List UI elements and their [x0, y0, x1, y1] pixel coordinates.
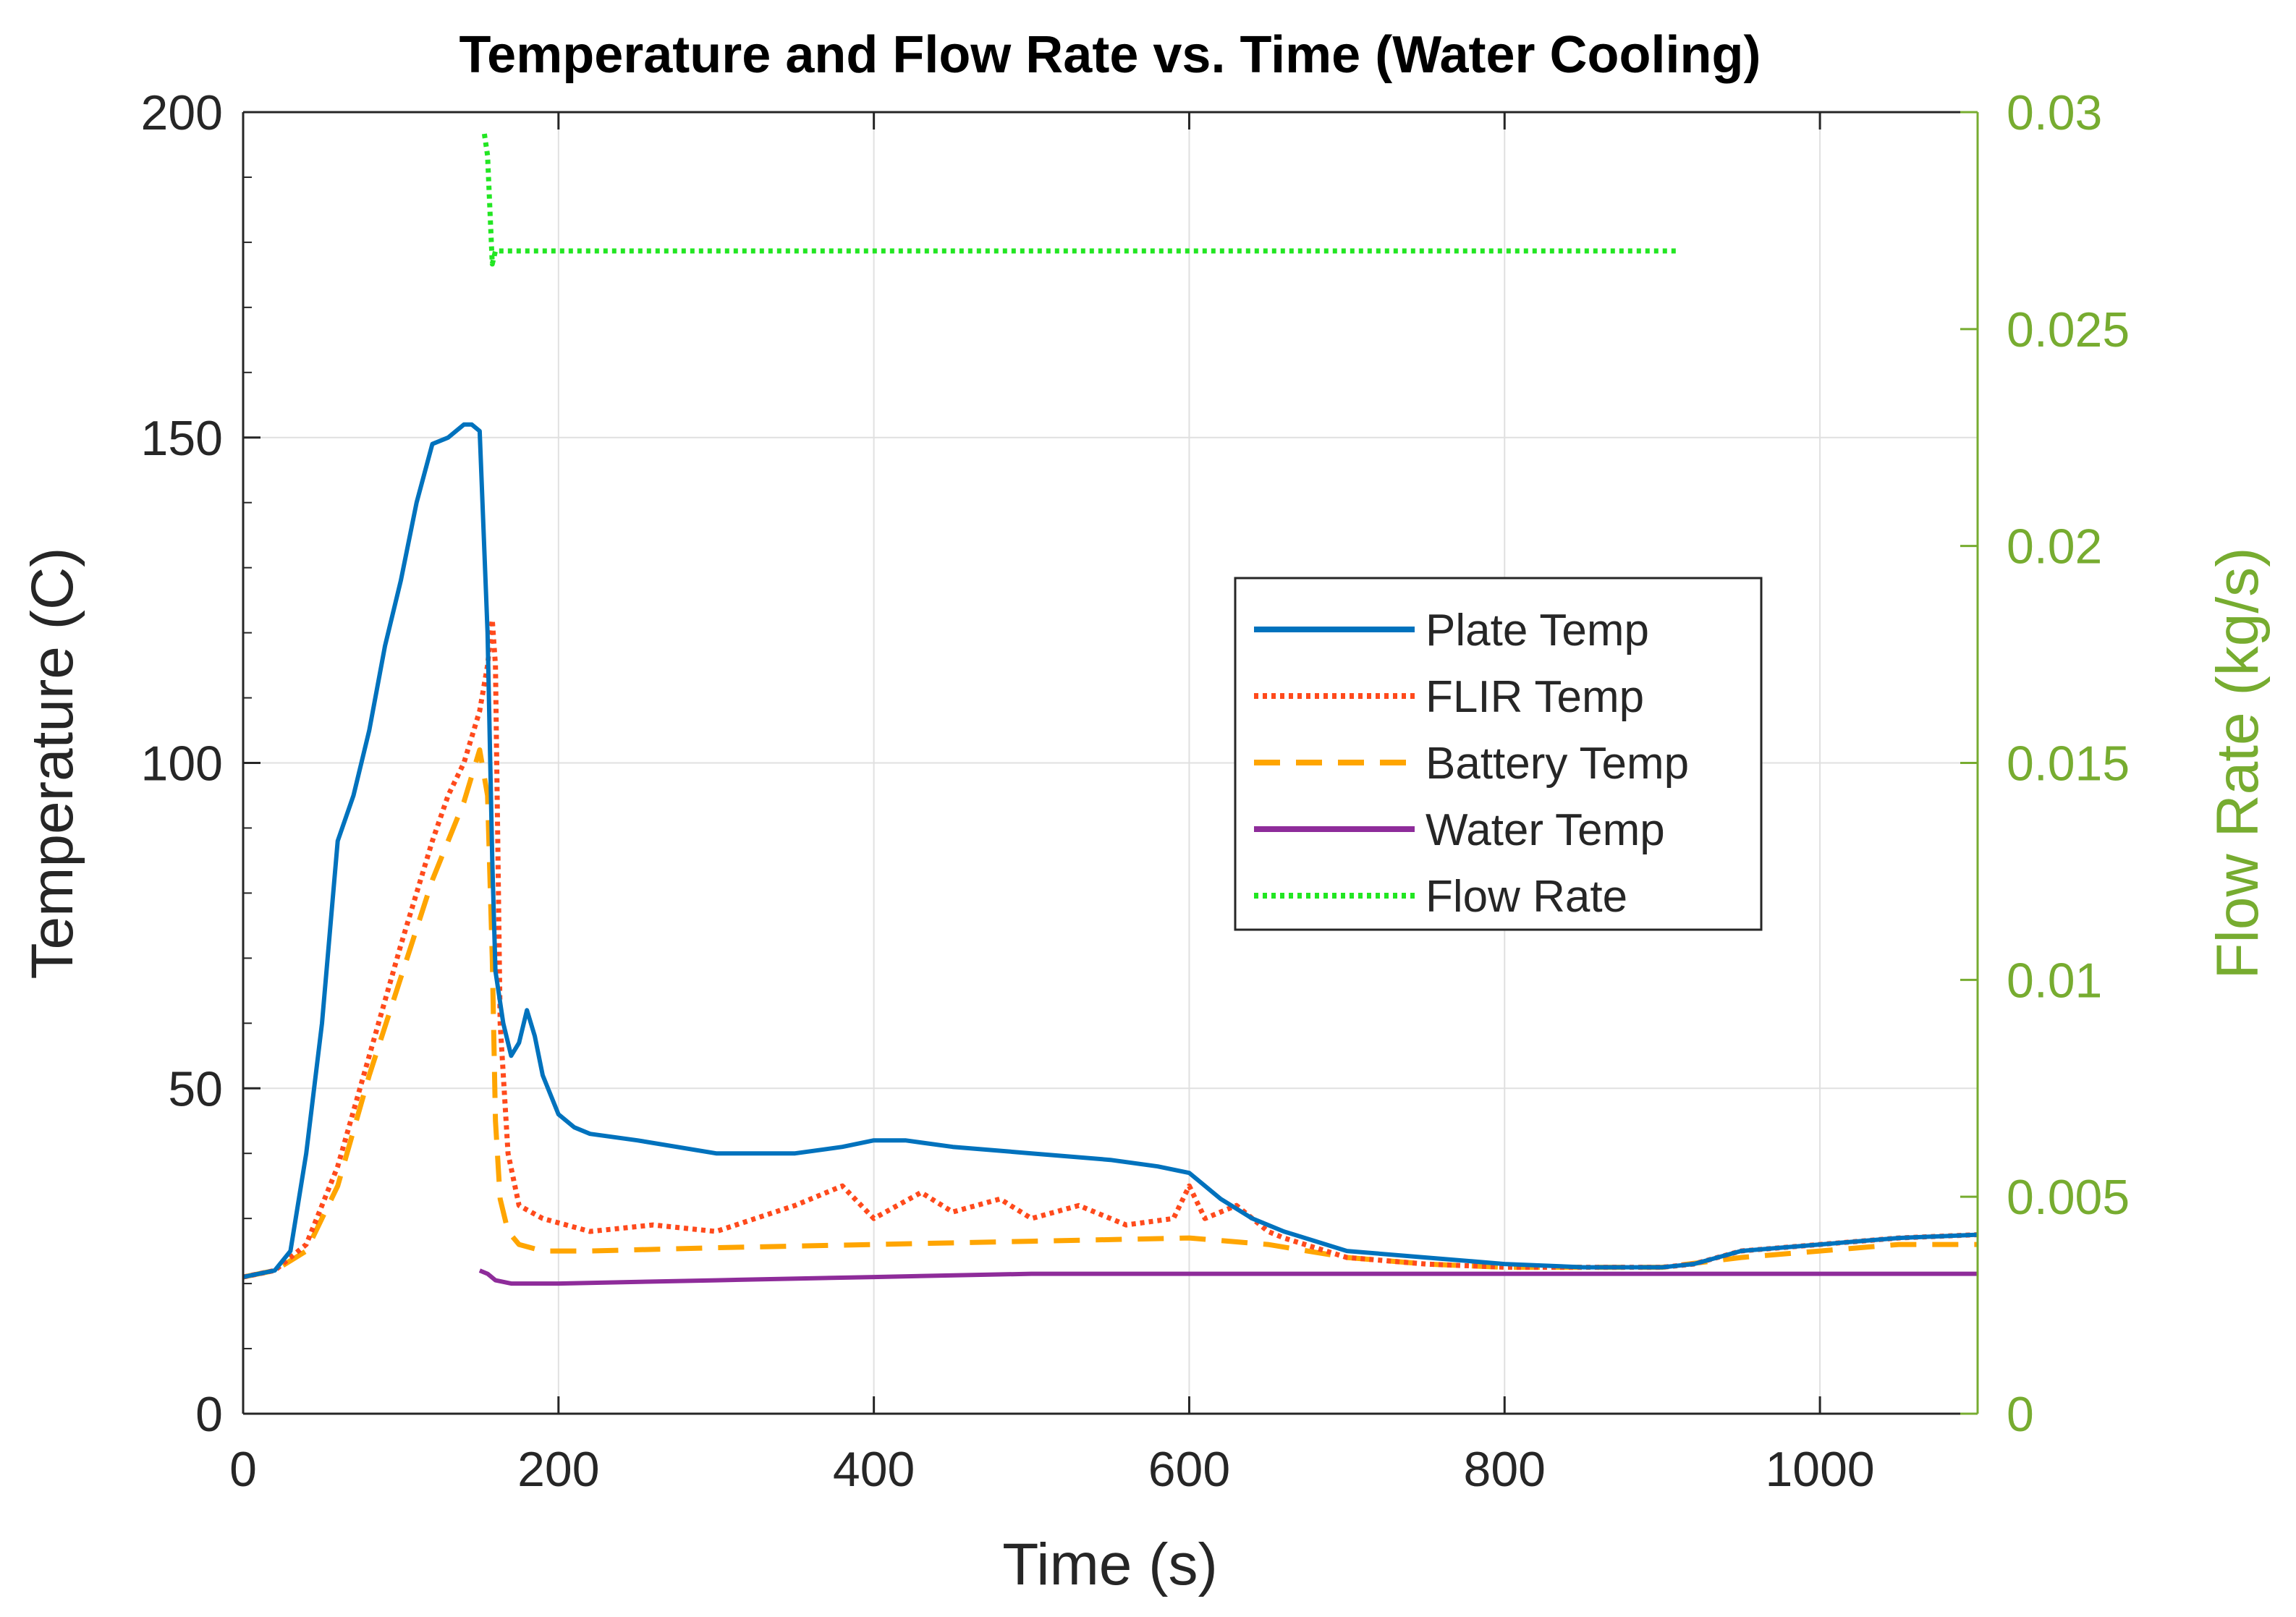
y-right-tick-label: 0.03 [2007, 85, 2102, 140]
y-left-tick-label: 150 [141, 411, 223, 466]
legend-label: FLIR Temp [1426, 672, 1644, 722]
legend-label: Water Temp [1426, 805, 1665, 855]
y-right-tick-label: 0.005 [2007, 1170, 2130, 1225]
y-right-tick-label: 0.02 [2007, 519, 2102, 574]
series-line-flir-temp [242, 617, 1978, 1280]
y-left-tick-label: 100 [141, 737, 223, 791]
series-line-flow-rate [481, 133, 1678, 267]
tick-layer: 0 200 400 600 800 1000 0 50 100 150 200 0 0.005 0.01 0… [141, 85, 2130, 1497]
x-tick-label: 200 [517, 1442, 599, 1497]
y-axis-right-label: Flow Rate (kg/s) [2205, 548, 2271, 980]
x-tick-label: 800 [1464, 1442, 1546, 1497]
y-right-tick-label: 0.025 [2007, 302, 2130, 357]
y-axis-left-label: Temperature (C) [20, 548, 85, 980]
x-tick-label: 0 [229, 1442, 257, 1497]
legend-label: Battery Temp [1426, 739, 1689, 789]
series-layer [242, 133, 1978, 1286]
chart-title: Temperature and Flow Rate vs. Time (Wate… [459, 26, 1761, 84]
x-axis-label: Time (s) [1002, 1532, 1218, 1597]
legend-label: Flow Rate [1426, 872, 1627, 922]
series-line-water-temp [478, 1268, 1978, 1286]
legend: Plate Temp FLIR Temp Battery Temp Water Tem… [1234, 577, 1763, 931]
y-left-tick-label: 50 [168, 1061, 223, 1116]
y-right-tick-label: 0.015 [2007, 737, 2130, 791]
legend-box [1234, 577, 1763, 931]
y-right-tick-label: 0 [2007, 1387, 2034, 1442]
y-right-tick-label: 0.01 [2007, 953, 2102, 1008]
x-tick-label: 600 [1148, 1442, 1230, 1497]
y-left-tick-label: 200 [141, 85, 223, 140]
x-tick-label: 400 [833, 1442, 915, 1497]
y-left-tick-label: 0 [195, 1387, 223, 1442]
legend-label: Plate Temp [1426, 606, 1649, 655]
series-line-plate-temp [242, 422, 1978, 1280]
x-tick-label: 1000 [1765, 1442, 1874, 1497]
